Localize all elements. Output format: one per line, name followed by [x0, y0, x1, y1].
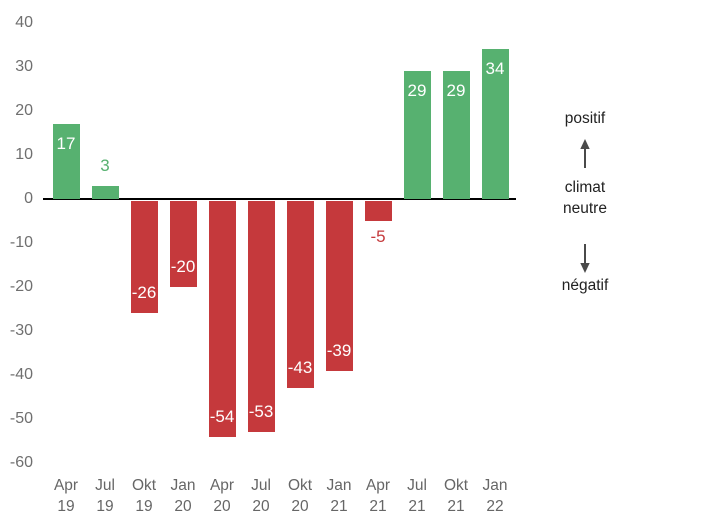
- bar-jul-19: [91, 185, 119, 199]
- x-axis-label-year: 19: [57, 498, 75, 515]
- y-axis-tick-label: -50: [9, 410, 33, 427]
- positive-annotation-label: positif: [564, 110, 606, 127]
- x-axis-label-month: Jan: [170, 477, 196, 494]
- x-axis-label-okt-20: Okt 20: [279, 475, 322, 517]
- y-axis-tick-label: 40: [15, 14, 33, 31]
- bar-okt-19: [130, 201, 158, 314]
- x-axis-label-year: 21: [369, 498, 387, 515]
- x-axis-label-month: Apr: [53, 477, 79, 494]
- arrow-up-icon: [578, 139, 592, 169]
- bar-apr-20: [208, 201, 236, 437]
- bar-value-label: -20: [170, 257, 196, 276]
- bar-jul-20: [247, 201, 275, 433]
- y-axis-tick-label: 10: [15, 146, 33, 163]
- bar-value-label: -54: [209, 406, 235, 426]
- bar-value-label: -39: [326, 340, 352, 360]
- bar-value-label: -53: [248, 402, 274, 422]
- x-axis-label-month: Okt: [287, 477, 313, 494]
- bar-value-label: 17: [56, 134, 76, 154]
- x-axis-label-year: 20: [213, 498, 231, 515]
- negative-annotation-label: négatif: [561, 277, 609, 294]
- x-axis-label-year: 20: [174, 498, 192, 515]
- x-axis-label-year: 22: [486, 498, 504, 515]
- bar-value-label: 34: [485, 59, 505, 79]
- x-axis-label-month: Jul: [407, 477, 427, 494]
- x-axis-label-year: 20: [291, 498, 309, 515]
- y-axis-tick-label: -20: [9, 278, 33, 295]
- y-axis-tick-label: -30: [9, 322, 33, 339]
- y-axis-tick-label: -10: [9, 234, 33, 251]
- x-axis-label-month: Okt: [131, 477, 157, 494]
- x-axis-label-month: Apr: [365, 477, 391, 494]
- x-axis-label-month: Jul: [95, 477, 115, 494]
- bar-value-label: 29: [446, 81, 466, 101]
- bar-okt-21: [442, 71, 470, 199]
- x-axis-label-jan-22: Jan 22: [474, 475, 517, 517]
- x-axis-label-month: Jan: [326, 477, 352, 494]
- y-axis-tick-label: 30: [15, 58, 33, 75]
- x-axis-label-year: 21: [447, 498, 465, 515]
- bar-jul-21: [403, 71, 431, 199]
- y-axis-tick-label: -60: [9, 454, 33, 471]
- x-axis-label-apr-19: Apr 19: [45, 475, 88, 517]
- y-axis-tick-label: 0: [24, 190, 33, 207]
- x-axis-label-month: Jan: [482, 477, 508, 494]
- x-axis-label-year: 20: [252, 498, 270, 515]
- bar-value-label: 3: [100, 155, 110, 175]
- x-axis-label-year: 19: [96, 498, 114, 515]
- x-axis-label-jul-19: Jul 19: [84, 475, 127, 517]
- bar-apr-21: [364, 201, 392, 221]
- x-axis-label-jul-20: Jul 20: [240, 475, 283, 517]
- x-axis-label-jan-20: Jan 20: [162, 475, 205, 517]
- x-axis-label-okt-21: Okt 21: [435, 475, 478, 517]
- x-axis-label-month: Jul: [251, 477, 271, 494]
- bar-value-label: -26: [131, 283, 157, 303]
- x-axis-label-year: 21: [408, 498, 426, 515]
- bar-value-label: -43: [287, 358, 313, 378]
- zero-axis-line: [43, 198, 516, 200]
- x-axis-label-month: Apr: [209, 477, 235, 494]
- x-axis-label-okt-19: Okt 19: [123, 475, 166, 517]
- bar-value-label: -5: [370, 227, 386, 246]
- arrow-down-icon: [578, 243, 592, 273]
- bar-okt-20: [286, 201, 314, 389]
- bar-apr-19: [52, 124, 80, 199]
- neutral-annotation-line2: neutre: [563, 199, 607, 217]
- x-axis-label-apr-20: Apr 20: [201, 475, 244, 517]
- neutral-annotation-label: climat neutre: [540, 178, 630, 219]
- bar-jan-21: [325, 201, 353, 371]
- x-axis-label-year: 19: [135, 498, 153, 515]
- y-axis-tick-label: -40: [9, 366, 33, 383]
- x-axis-label-jul-21: Jul 21: [396, 475, 439, 517]
- bar-jan-22: [481, 49, 509, 199]
- neutral-annotation-line1: climat: [564, 179, 606, 196]
- bar-value-label: 29: [407, 81, 427, 101]
- x-axis-label-jan-21: Jan 21: [318, 475, 361, 517]
- x-axis-label-year: 21: [330, 498, 348, 515]
- x-axis-label-apr-21: Apr 21: [357, 475, 400, 517]
- y-axis-tick-label: 20: [15, 102, 33, 119]
- x-axis-label-month: Okt: [443, 477, 469, 494]
- bar-jan-20: [169, 201, 197, 287]
